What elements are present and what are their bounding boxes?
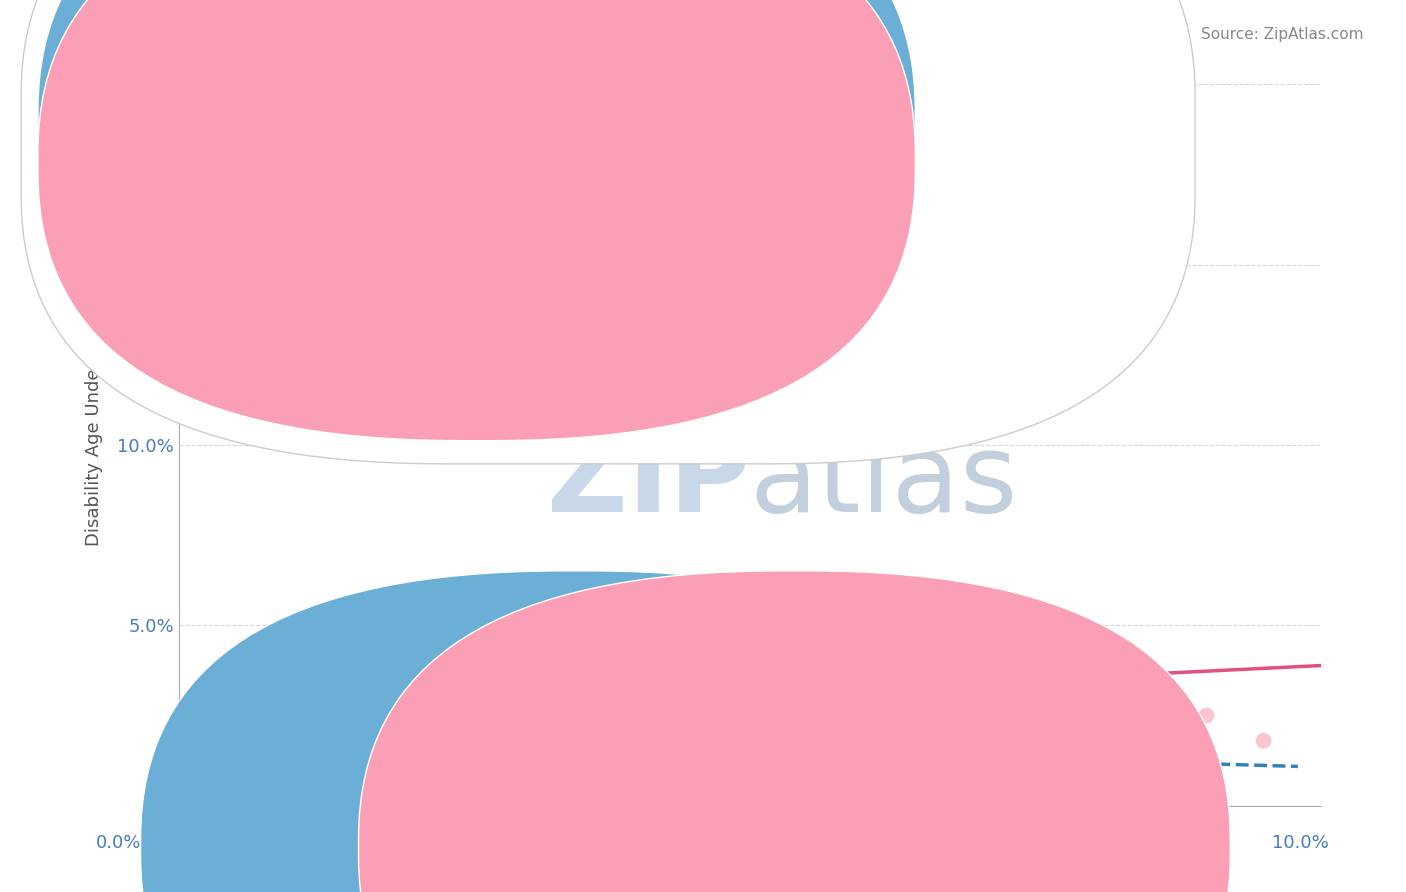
Point	[624, 745, 647, 759]
Point	[191, 763, 214, 777]
Point	[1253, 733, 1275, 747]
Point	[294, 741, 316, 756]
Point	[305, 745, 328, 759]
Point	[253, 708, 276, 723]
Point	[716, 745, 738, 759]
Point	[236, 756, 259, 770]
Point	[510, 733, 533, 747]
Point	[853, 719, 876, 733]
Point	[602, 756, 624, 770]
Point	[231, 780, 253, 795]
Point	[396, 726, 419, 740]
Point	[225, 708, 247, 723]
Point	[270, 708, 292, 723]
Point	[247, 752, 270, 766]
Point	[339, 276, 361, 290]
Point	[796, 745, 818, 759]
Point	[1195, 708, 1218, 723]
Text: BRITISH WEST INDIAN VS PERUVIAN DISABILITY AGE UNDER 5 CORRELATION CHART: BRITISH WEST INDIAN VS PERUVIAN DISABILI…	[49, 27, 936, 45]
Text: ZIP: ZIP	[547, 427, 749, 534]
Point	[294, 726, 316, 740]
Point	[510, 698, 533, 712]
Point	[374, 683, 396, 698]
Point	[419, 719, 441, 733]
Point	[328, 708, 350, 723]
Point	[396, 673, 419, 687]
Point	[350, 673, 373, 687]
Point	[339, 636, 361, 650]
Point	[316, 698, 339, 712]
Point	[264, 733, 287, 747]
Point	[361, 708, 384, 723]
Text: 0.0%: 0.0%	[96, 834, 141, 852]
Point	[910, 698, 932, 712]
Point	[214, 733, 236, 747]
Point	[374, 745, 396, 759]
Point	[259, 733, 281, 747]
Point	[716, 763, 738, 777]
Point	[682, 708, 704, 723]
Point	[270, 756, 292, 770]
Point	[283, 733, 305, 747]
Point	[533, 726, 555, 740]
Point	[967, 240, 990, 254]
Point	[385, 698, 408, 712]
Point	[967, 745, 990, 759]
Point	[283, 726, 305, 740]
Point	[910, 770, 932, 784]
Point	[1024, 745, 1046, 759]
Point	[316, 745, 339, 759]
Point	[441, 726, 464, 740]
Point	[202, 756, 225, 770]
Text: Peruvians: Peruvians	[814, 838, 896, 856]
Point	[328, 690, 350, 705]
Point	[568, 745, 591, 759]
Point	[853, 756, 876, 770]
Point	[488, 726, 510, 740]
Point	[305, 748, 328, 763]
Point	[179, 780, 201, 795]
Point	[1139, 756, 1161, 770]
Point	[197, 756, 219, 770]
Text: atlas: atlas	[749, 427, 1018, 534]
Point	[259, 737, 281, 751]
Point	[276, 745, 298, 759]
Point	[202, 745, 225, 759]
Point	[214, 745, 236, 759]
Text: British West Indians: British West Indians	[596, 838, 761, 856]
Point	[602, 708, 624, 723]
Point	[464, 708, 486, 723]
Point	[464, 745, 486, 759]
Point	[208, 733, 231, 747]
Point	[1081, 726, 1104, 740]
Text: R = -0.088   N = 47: R = -0.088 N = 47	[505, 112, 695, 129]
Point	[350, 673, 373, 687]
Point	[796, 662, 818, 676]
Point	[225, 726, 247, 740]
Point	[555, 726, 578, 740]
Point	[647, 733, 669, 747]
Point	[430, 745, 453, 759]
Point	[682, 770, 704, 784]
Text: R =  0.340   N = 36: R = 0.340 N = 36	[505, 153, 695, 171]
Point	[738, 752, 761, 766]
Text: 10.0%: 10.0%	[1272, 834, 1329, 852]
Point	[236, 745, 259, 759]
Point	[219, 745, 242, 759]
Point	[242, 756, 264, 770]
Point	[186, 770, 208, 784]
Text: Source: ZipAtlas.com: Source: ZipAtlas.com	[1201, 27, 1364, 42]
Point	[647, 636, 669, 650]
Point	[191, 745, 214, 759]
Point	[738, 647, 761, 661]
Point	[488, 708, 510, 723]
Point	[247, 733, 270, 747]
Y-axis label: Disability Age Under 5: Disability Age Under 5	[86, 344, 103, 546]
Point	[830, 780, 852, 795]
